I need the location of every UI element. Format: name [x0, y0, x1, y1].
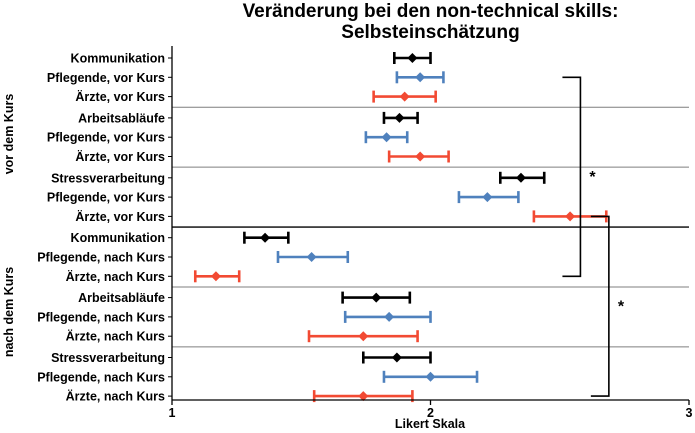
row-label: Pflegende, vor Kurs — [47, 191, 165, 205]
bracket-line — [562, 76, 582, 278]
data-row — [243, 231, 290, 244]
significance-bracket: * — [590, 215, 625, 397]
mean-marker — [306, 252, 317, 262]
mean-marker — [415, 151, 426, 162]
x-tick-label: 2 — [427, 406, 434, 420]
data-row — [276, 251, 350, 263]
row-label: Kommunikation — [71, 231, 165, 245]
group-label-before: vor dem Kurs — [2, 94, 16, 175]
bracket-line — [590, 215, 610, 397]
row-label: Pflegende, vor Kurs — [47, 71, 165, 85]
row-label: Ärzte, nach Kurs — [66, 329, 165, 344]
x-axis-label: Likert Skala — [395, 417, 466, 431]
mean-marker — [407, 53, 418, 63]
mean-marker — [384, 311, 395, 322]
mean-marker — [371, 292, 382, 303]
row-label: Ärzte, vor Kurs — [75, 209, 165, 224]
data-row — [343, 310, 432, 323]
group-label-after: nach dem Kurs — [2, 267, 16, 357]
row-label: Arbeitsabläufe — [78, 111, 165, 125]
data-row — [498, 171, 546, 184]
row-label: Stressverarbeitung — [51, 171, 165, 185]
x-tick-label: 1 — [169, 406, 176, 420]
row-label: Pflegende, nach Kurs — [37, 251, 165, 265]
data-row — [457, 191, 520, 204]
mean-marker — [358, 391, 369, 402]
significance-star: * — [589, 169, 596, 186]
row-label: Stressverarbeitung — [51, 351, 165, 365]
data-row — [361, 351, 432, 364]
row-labels: Kommunikation Pflegende, vor Kurs Ärzte, v… — [37, 52, 172, 404]
row-label: Ärzte, nach Kurs — [66, 389, 165, 404]
significance-brackets: ** — [562, 76, 625, 397]
significance-bracket: * — [562, 76, 596, 278]
data-row — [387, 150, 450, 163]
data-row — [193, 270, 241, 283]
row-label: Pflegende, nach Kurs — [37, 370, 165, 384]
mean-marker — [391, 352, 402, 363]
row-label: Pflegende, nach Kurs — [37, 310, 165, 324]
data-row — [382, 370, 479, 383]
row-label: Ärzte, vor Kurs — [75, 89, 165, 104]
row-label: Kommunikation — [71, 52, 165, 66]
mean-marker — [394, 112, 405, 123]
data-row — [372, 90, 437, 103]
chart-title-line-1: Veränderung bei den non-technical skills… — [242, 1, 619, 22]
mean-marker — [515, 172, 526, 183]
error-bars — [193, 52, 608, 403]
data-row — [382, 111, 419, 124]
data-row — [307, 330, 419, 343]
data-row — [395, 71, 445, 84]
row-label: Ärzte, nach Kurs — [66, 269, 165, 284]
row-label: Arbeitsabläufe — [78, 291, 165, 305]
separators — [171, 46, 689, 400]
mean-marker — [358, 331, 369, 342]
mean-marker — [399, 91, 410, 102]
chart-title-line-2: Selbsteinschätzung — [341, 22, 520, 43]
significance-star: * — [618, 298, 625, 315]
mean-marker — [381, 132, 392, 143]
row-label: Ärzte, vor Kurs — [75, 149, 165, 164]
chart-title: Veränderung bei den non-technical skills… — [172, 1, 689, 43]
mean-marker — [415, 72, 426, 83]
data-row — [393, 52, 432, 64]
mean-marker — [565, 211, 576, 222]
mean-marker — [260, 232, 271, 243]
data-row — [364, 131, 409, 144]
data-row — [341, 291, 412, 304]
x-ticks: 1 2 3 — [169, 400, 693, 420]
mean-marker — [210, 271, 221, 282]
mean-marker — [482, 192, 493, 203]
row-label: Pflegende, vor Kurs — [47, 131, 165, 145]
mean-marker — [425, 371, 436, 382]
x-tick-label: 3 — [686, 406, 693, 420]
